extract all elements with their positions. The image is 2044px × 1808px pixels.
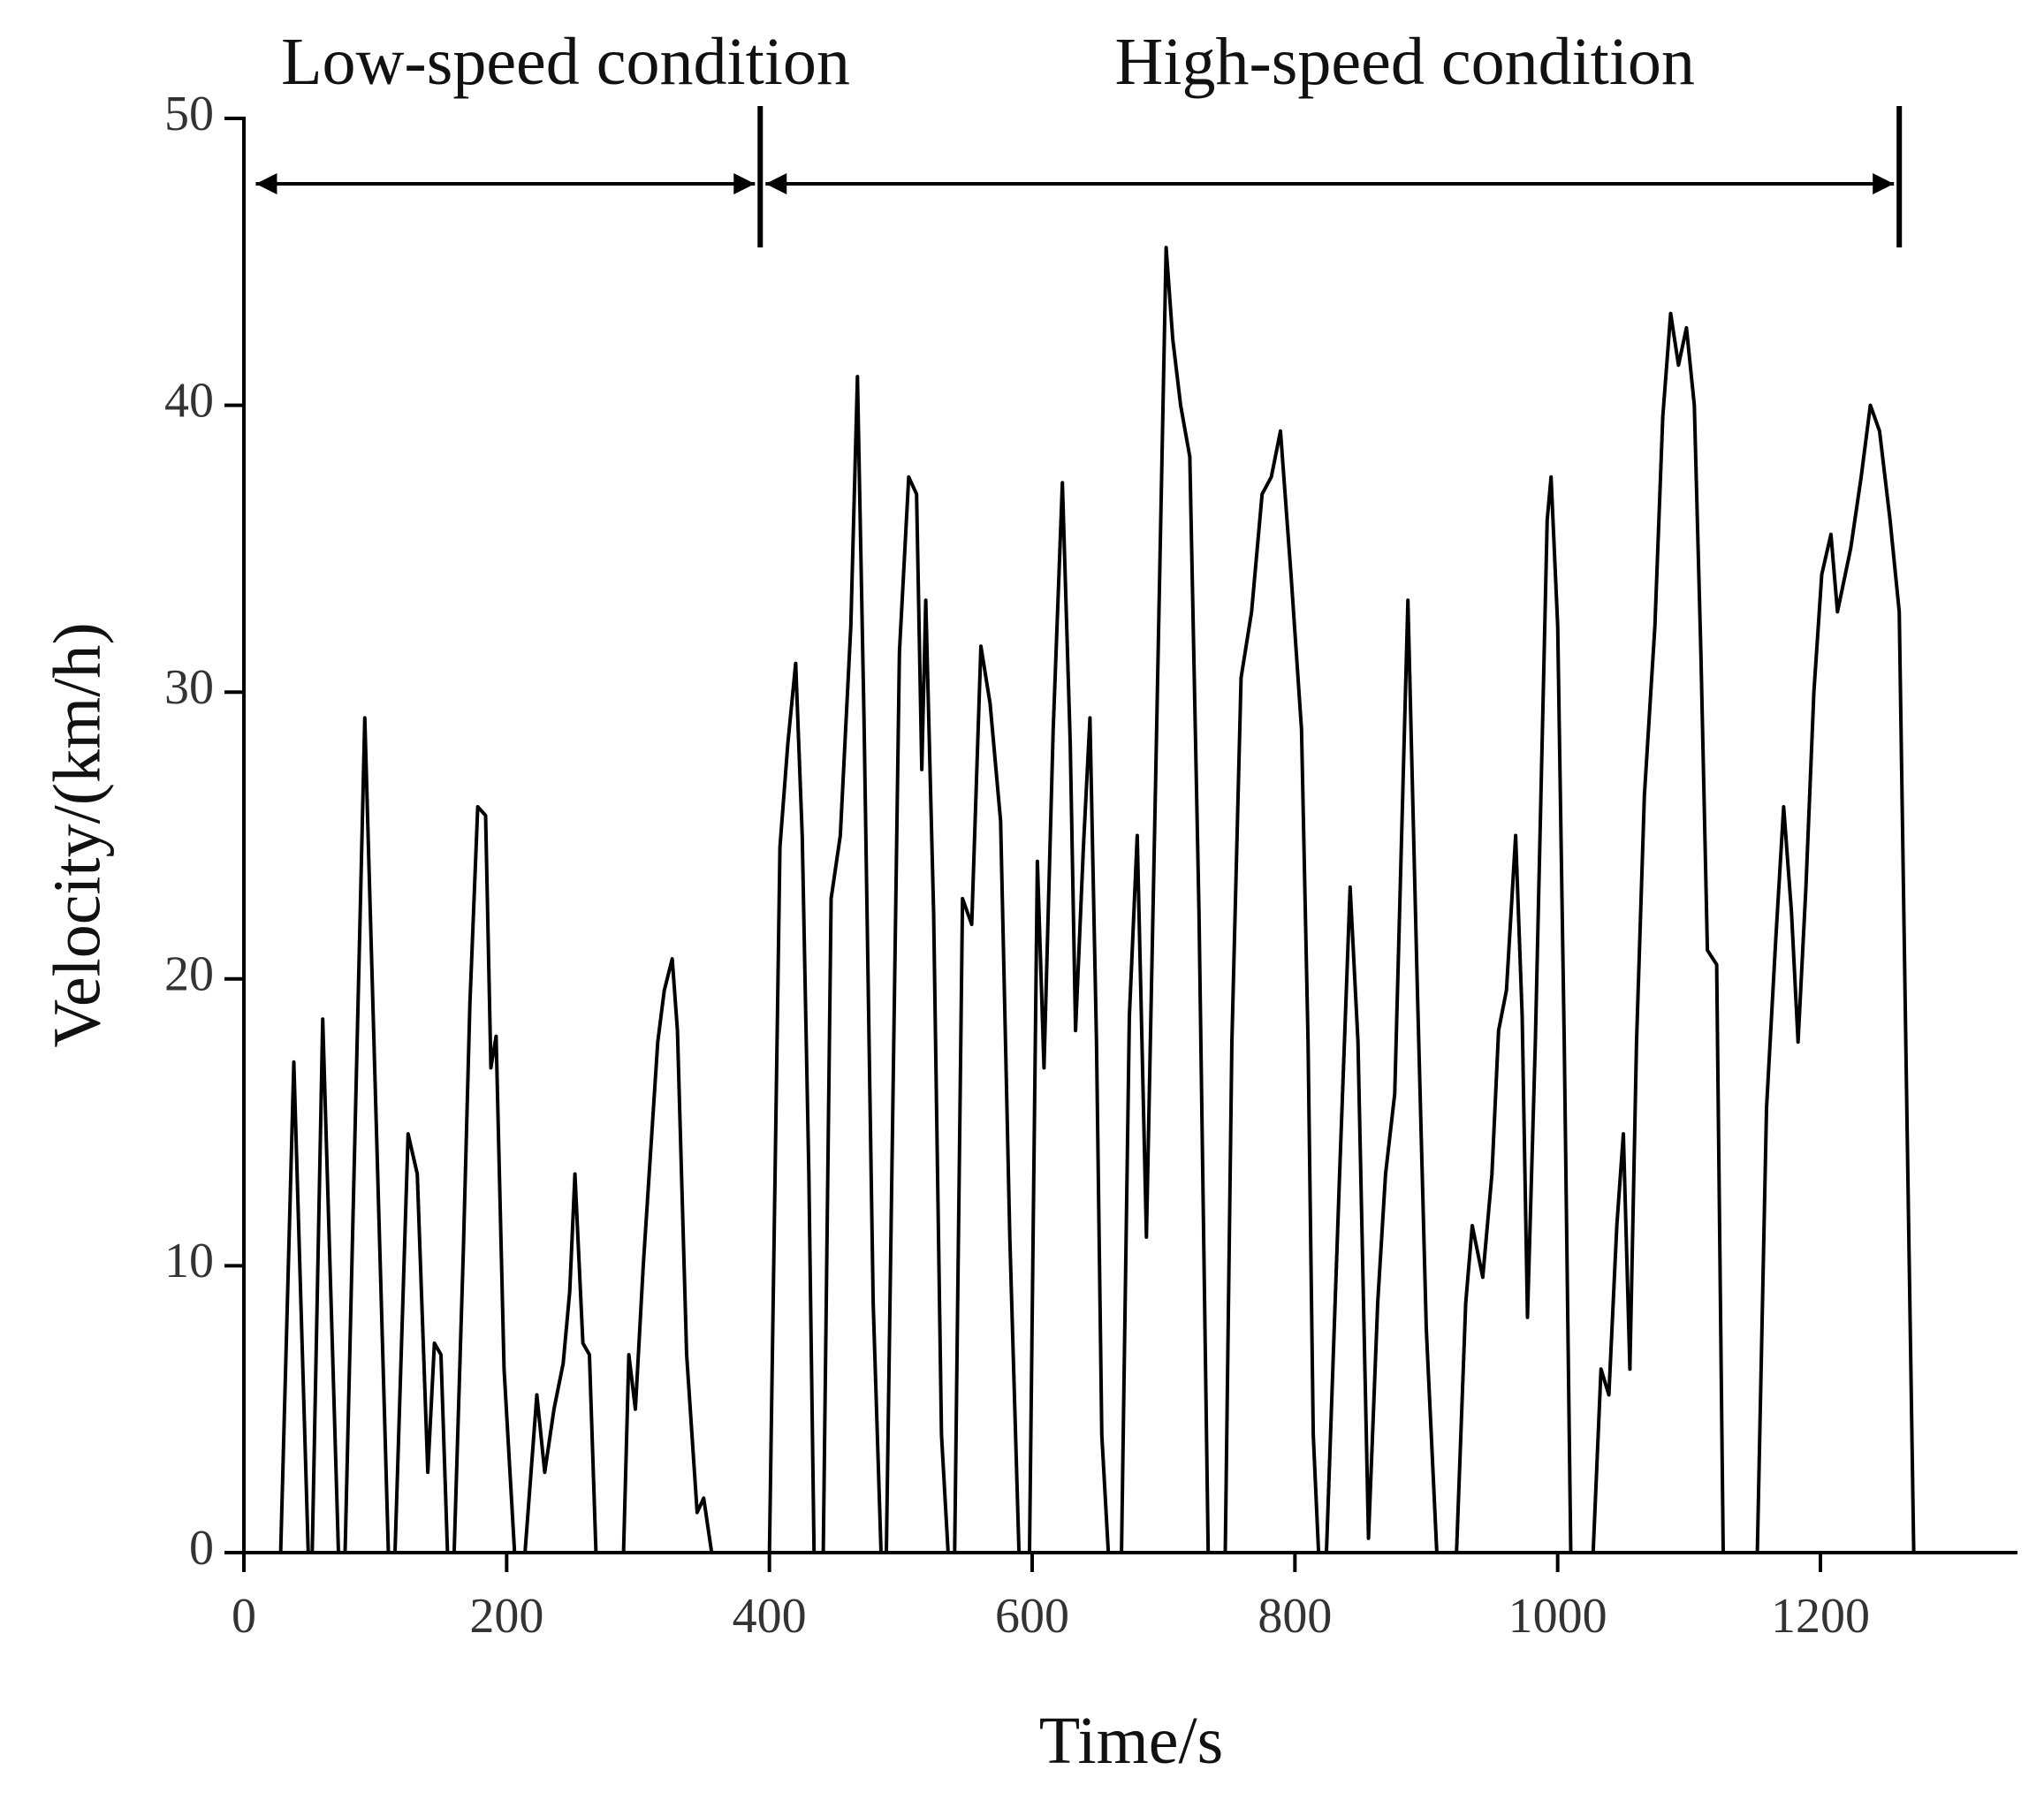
x-tick-label: 400: [733, 1589, 807, 1644]
y-axis-title: Velocity/(km/h): [40, 622, 114, 1047]
y-tick-label: 30: [164, 660, 214, 715]
y-tick-label: 10: [164, 1234, 214, 1288]
annotation-text: Low-speed condition: [281, 25, 850, 99]
x-tick-label: 1200: [1771, 1589, 1870, 1644]
x-axis-title: Time/s: [1039, 1704, 1223, 1778]
x-tick-label: 800: [1258, 1589, 1332, 1644]
y-tick-label: 50: [164, 87, 214, 141]
y-tick-label: 40: [164, 373, 214, 428]
y-tick-label: 20: [164, 947, 214, 1002]
annotation-text: High-speed condition: [1115, 25, 1695, 99]
x-tick-label: 600: [995, 1589, 1069, 1644]
y-tick-label: 0: [189, 1521, 214, 1576]
x-tick-label: 0: [232, 1589, 256, 1644]
x-tick-label: 200: [469, 1589, 543, 1644]
data-line: [244, 246, 1916, 1554]
x-tick-label: 1000: [1508, 1589, 1607, 1644]
